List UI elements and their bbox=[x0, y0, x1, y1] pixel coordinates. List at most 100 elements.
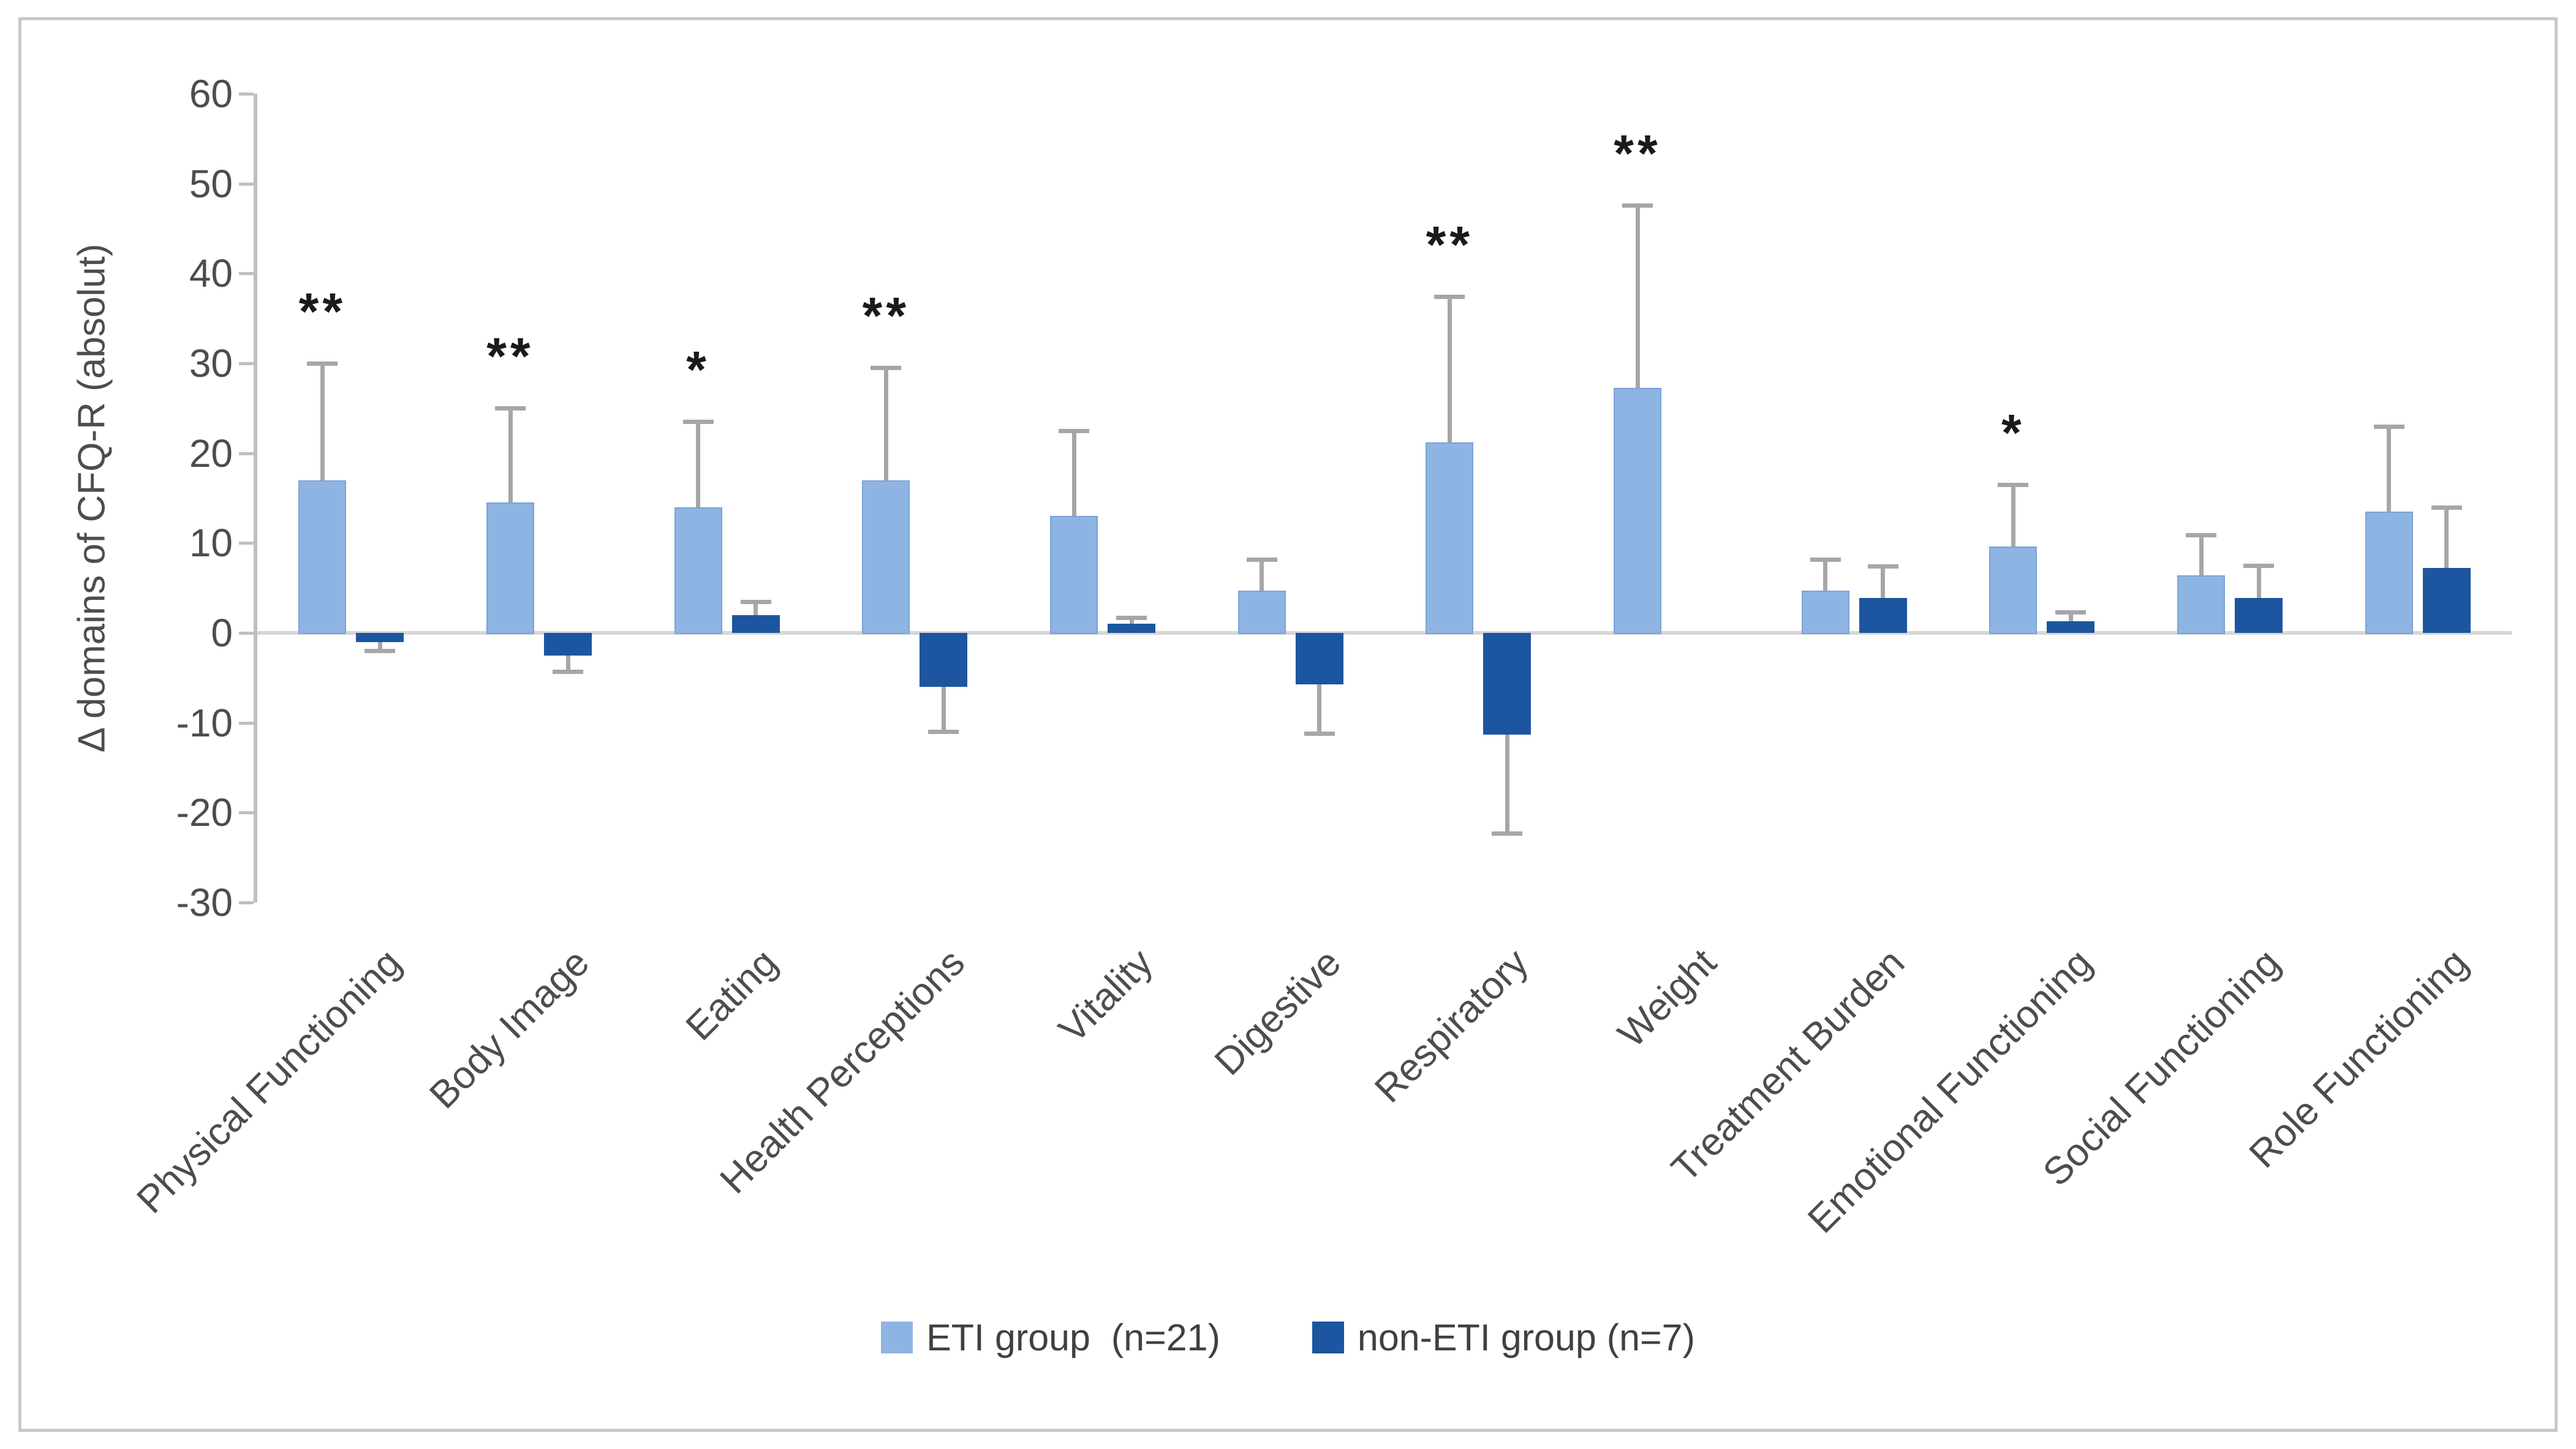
y-tick-label-0: 0 bbox=[211, 611, 233, 655]
error-bar-eti-body-image bbox=[508, 408, 513, 503]
bar-eti-social-functioning bbox=[2177, 575, 2225, 634]
bar-eti-health-perceptions bbox=[862, 480, 910, 634]
bar-non-eti-vitality bbox=[1108, 624, 1155, 633]
error-bar-eti-vitality bbox=[1071, 431, 1076, 516]
error-bar-non-eti-digestive bbox=[1317, 684, 1322, 734]
legend-label-eti: ETI group (n=21) bbox=[926, 1317, 1220, 1358]
error-bar-non-eti-physical-functioning bbox=[377, 641, 382, 651]
error-bar-eti-physical-functioning bbox=[320, 363, 325, 480]
error-bar-cap-eti-body-image bbox=[495, 406, 526, 411]
bar-eti-respiratory bbox=[1426, 442, 1474, 634]
y-tick-label-60: 60 bbox=[189, 72, 233, 116]
error-bar-non-eti-social-functioning bbox=[2256, 566, 2261, 598]
bar-non-eti-digestive bbox=[1295, 633, 1343, 684]
bar-eti-physical-functioning bbox=[298, 480, 347, 634]
y-tick-mark--10 bbox=[239, 721, 254, 725]
y-tick-mark-30 bbox=[239, 362, 254, 365]
error-bar-non-eti-eating bbox=[754, 601, 758, 615]
bar-non-eti-health-perceptions bbox=[920, 633, 968, 687]
error-bar-cap-non-eti-physical-functioning bbox=[364, 649, 396, 654]
error-bar-cap-eti-health-perceptions bbox=[871, 366, 902, 371]
bar-eti-vitality bbox=[1050, 516, 1098, 634]
y-tick-label-50: 50 bbox=[189, 161, 233, 206]
error-bar-cap-non-eti-vitality bbox=[1116, 616, 1147, 621]
significance-weight: ** bbox=[1614, 124, 1661, 182]
legend-swatch-eti bbox=[881, 1322, 913, 1353]
error-bar-eti-weight bbox=[1635, 205, 1640, 388]
error-bar-non-eti-health-perceptions bbox=[941, 687, 946, 732]
error-bar-eti-digestive bbox=[1260, 559, 1264, 591]
significance-eating: * bbox=[686, 341, 711, 399]
bar-eti-weight bbox=[1614, 387, 1661, 634]
error-bar-cap-non-eti-social-functioning bbox=[2243, 564, 2274, 568]
bar-non-eti-body-image bbox=[544, 633, 592, 656]
error-bar-eti-social-functioning bbox=[2199, 535, 2204, 576]
error-bar-cap-eti-treatment-burden bbox=[1810, 557, 1841, 562]
error-bar-cap-non-eti-respiratory bbox=[1492, 831, 1523, 836]
error-bar-cap-non-eti-body-image bbox=[553, 670, 583, 675]
y-tick-label--30: -30 bbox=[176, 880, 233, 925]
bar-non-eti-role-functioning bbox=[2422, 568, 2471, 633]
y-tick-mark-0 bbox=[239, 632, 254, 635]
error-bar-cap-eti-physical-functioning bbox=[307, 361, 338, 366]
significance-body-image: ** bbox=[486, 327, 534, 385]
bar-eti-role-functioning bbox=[2365, 512, 2413, 634]
significance-physical-functioning: ** bbox=[298, 282, 347, 340]
significance-emotional-functioning: * bbox=[2001, 404, 2025, 461]
error-bar-eti-eating bbox=[696, 422, 701, 507]
bar-eti-emotional-functioning bbox=[1989, 547, 2038, 634]
legend-swatch-non-eti bbox=[1312, 1322, 1344, 1353]
legend: ETI group (n=21) non-ETI group (n=7) bbox=[0, 1316, 2576, 1359]
error-bar-cap-non-eti-emotional-functioning bbox=[2055, 610, 2087, 615]
y-axis-line bbox=[254, 94, 257, 902]
y-tick-mark-10 bbox=[239, 542, 254, 545]
error-bar-eti-health-perceptions bbox=[883, 368, 888, 480]
error-bar-non-eti-respiratory bbox=[1505, 734, 1509, 834]
error-bar-cap-eti-vitality bbox=[1059, 429, 1089, 433]
significance-respiratory: ** bbox=[1426, 216, 1474, 274]
y-tick-mark-60 bbox=[239, 93, 254, 96]
bar-non-eti-eating bbox=[731, 615, 780, 633]
bar-non-eti-physical-functioning bbox=[356, 633, 404, 642]
error-bar-cap-non-eti-eating bbox=[740, 599, 771, 604]
bar-non-eti-treatment-burden bbox=[1859, 597, 1907, 633]
y-tick-mark--20 bbox=[239, 811, 254, 815]
y-tick-label-30: 30 bbox=[189, 341, 233, 385]
bar-eti-body-image bbox=[486, 502, 534, 634]
error-bar-cap-non-eti-treatment-burden bbox=[1867, 564, 1898, 569]
legend-item-eti: ETI group (n=21) bbox=[881, 1316, 1220, 1359]
y-tick-label--20: -20 bbox=[176, 790, 233, 835]
y-tick-label--10: -10 bbox=[176, 700, 233, 745]
y-axis-title: Δ domains of CFQ-R (absolut) bbox=[70, 243, 113, 753]
error-bar-non-eti-vitality bbox=[1129, 618, 1134, 624]
error-bar-eti-treatment-burden bbox=[1823, 559, 1828, 591]
error-bar-cap-eti-respiratory bbox=[1434, 295, 1465, 300]
x-axis-zero-line bbox=[257, 631, 2512, 635]
error-bar-cap-eti-role-functioning bbox=[2373, 424, 2404, 429]
figure-border bbox=[18, 17, 2558, 1432]
error-bar-non-eti-body-image bbox=[565, 655, 570, 672]
error-bar-eti-role-functioning bbox=[2387, 426, 2392, 512]
error-bar-cap-eti-digestive bbox=[1246, 557, 1277, 562]
y-tick-mark-20 bbox=[239, 452, 254, 455]
error-bar-cap-eti-eating bbox=[682, 420, 714, 425]
error-bar-eti-emotional-functioning bbox=[2011, 485, 2015, 547]
bar-eti-treatment-burden bbox=[1801, 591, 1849, 634]
error-bar-cap-eti-social-functioning bbox=[2186, 533, 2216, 538]
error-bar-eti-respiratory bbox=[1447, 297, 1452, 443]
bar-non-eti-respiratory bbox=[1483, 633, 1532, 735]
error-bar-cap-eti-emotional-functioning bbox=[1998, 483, 2029, 487]
bar-eti-eating bbox=[674, 507, 722, 634]
legend-item-non-eti: non-ETI group (n=7) bbox=[1312, 1316, 1695, 1359]
error-bar-cap-non-eti-health-perceptions bbox=[928, 730, 959, 735]
y-tick-label-10: 10 bbox=[189, 521, 233, 566]
legend-label-non-eti: non-ETI group (n=7) bbox=[1357, 1317, 1695, 1358]
error-bar-cap-non-eti-role-functioning bbox=[2431, 505, 2462, 510]
bar-non-eti-emotional-functioning bbox=[2047, 621, 2095, 633]
error-bar-non-eti-emotional-functioning bbox=[2068, 612, 2073, 621]
error-bar-non-eti-treatment-burden bbox=[1881, 566, 1886, 598]
bar-non-eti-social-functioning bbox=[2235, 597, 2283, 633]
error-bar-cap-eti-weight bbox=[1622, 203, 1653, 208]
y-tick-label-20: 20 bbox=[189, 431, 233, 475]
y-tick-mark--30 bbox=[239, 901, 254, 904]
